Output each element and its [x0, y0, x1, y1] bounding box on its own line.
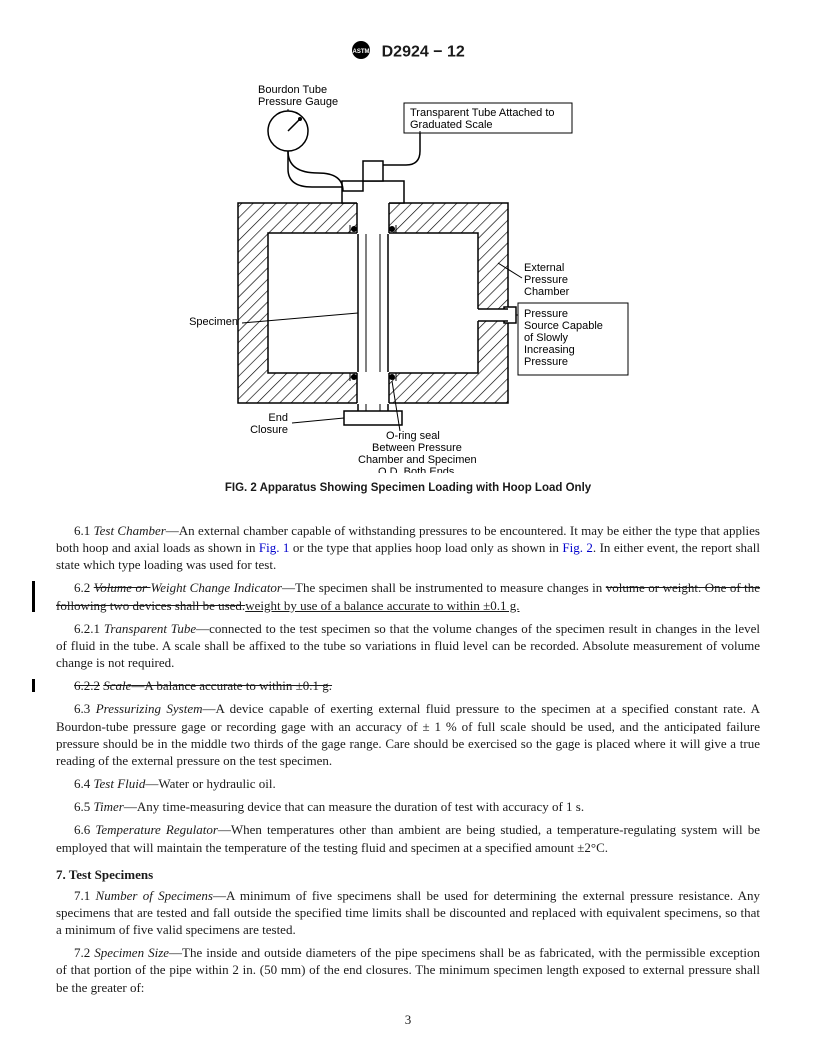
page: ASTM D2924 − 12: [0, 0, 816, 1056]
designation-text: D2924 − 12: [382, 44, 465, 61]
figure-2-svg: Bourdon Tube Pressure Gauge Transparent …: [168, 73, 648, 473]
title-7-1: Number of Specimens: [96, 888, 213, 903]
num-7-2: 7.2: [74, 945, 90, 960]
title-6-5: Timer: [94, 799, 124, 814]
num-7-1: 7.1: [74, 888, 90, 903]
svg-text:Pressure Gauge: Pressure Gauge: [258, 96, 338, 108]
text-6-2-2: —A balance accurate to within ±0.1 g.: [131, 678, 332, 693]
num-6-6: 6.6: [74, 822, 90, 837]
figure-2-caption: FIG. 2 Apparatus Showing Specimen Loadin…: [56, 482, 760, 494]
label-specimen: Specimen: [189, 316, 238, 328]
astm-logo-icon: ASTM: [351, 40, 371, 65]
svg-text:Increasing: Increasing: [524, 344, 575, 356]
under-6-2: weight by use of a balance accurate to w…: [245, 598, 519, 613]
svg-text:Between Pressure: Between Pressure: [372, 442, 462, 454]
title-7-2: Specimen Size: [94, 945, 169, 960]
num-6-5: 6.5: [74, 799, 90, 814]
text-6-2a: —The specimen shall be instrumented to m…: [282, 580, 606, 595]
label-pressure-source: Pressure: [524, 308, 568, 320]
label-ext-chamber: External: [524, 262, 564, 274]
num-6-2-2: 6.2.2: [74, 678, 100, 693]
svg-text:Source Capable: Source Capable: [524, 320, 603, 332]
text-6-4: —Water or hydraulic oil.: [145, 776, 275, 791]
link-fig1[interactable]: Fig. 1: [259, 540, 290, 555]
para-7-2: 7.2 Specimen Size—The inside and outside…: [56, 944, 760, 995]
title-6-2-1: Transparent Tube: [104, 621, 196, 636]
num-6-3: 6.3: [74, 701, 90, 716]
num-6-2-1: 6.2.1: [74, 621, 100, 636]
svg-text:O.D. Both Ends: O.D. Both Ends: [378, 466, 455, 473]
page-number: 3: [0, 1012, 816, 1028]
svg-text:Closure: Closure: [250, 424, 288, 436]
title-6-4: Test Fluid: [94, 776, 146, 791]
para-6-6: 6.6 Temperature Regulator—When temperatu…: [56, 821, 760, 855]
para-6-3: 6.3 Pressurizing System—A device capable…: [56, 700, 760, 769]
strike-6-2a: Volume or: [94, 580, 151, 595]
num-6-2: 6.2: [74, 580, 90, 595]
num-6-4: 6.4: [74, 776, 90, 791]
title-6-2: Weight Change Indicator: [151, 580, 282, 595]
label-transparent-tube: Transparent Tube Attached to: [410, 107, 555, 119]
para-6-2-1: 6.2.1 Transparent Tube—connected to the …: [56, 620, 760, 671]
num-6-1: 6.1: [74, 523, 90, 538]
body-text: 6.1 Test Chamber—An external chamber cap…: [56, 522, 760, 996]
svg-text:Pressure: Pressure: [524, 356, 568, 368]
svg-text:Chamber and Specimen: Chamber and Specimen: [358, 454, 477, 466]
svg-text:of Slowly: of Slowly: [524, 332, 569, 344]
svg-text:Graduated Scale: Graduated Scale: [410, 119, 493, 131]
title-6-2-2: Scale: [103, 678, 131, 693]
page-header: ASTM D2924 − 12: [56, 40, 760, 65]
para-6-2-2: 6.2.2 Scale—A balance accurate to within…: [56, 677, 760, 694]
text-6-1b: or the type that applies hoop load only …: [289, 540, 562, 555]
title-6-3: Pressurizing System: [96, 701, 203, 716]
label-bourdon: Bourdon Tube: [258, 84, 327, 96]
para-7-1: 7.1 Number of Specimens—A minimum of fiv…: [56, 887, 760, 938]
label-end-closure: End: [268, 412, 288, 424]
svg-text:Pressure: Pressure: [524, 274, 568, 286]
para-6-2: 6.2 Volume or Weight Change Indicator—Th…: [56, 579, 760, 613]
title-6-1: Test Chamber: [94, 523, 166, 538]
para-6-5: 6.5 Timer—Any time-measuring device that…: [56, 798, 760, 815]
figure-2: Bourdon Tube Pressure Gauge Transparent …: [56, 73, 760, 494]
section-7-head: 7. Test Specimens: [56, 866, 760, 883]
svg-text:ASTM: ASTM: [353, 49, 370, 55]
para-6-4: 6.4 Test Fluid—Water or hydraulic oil.: [56, 775, 760, 792]
title-6-6: Temperature Regulator: [95, 822, 218, 837]
para-6-1: 6.1 Test Chamber—An external chamber cap…: [56, 522, 760, 573]
link-fig2[interactable]: Fig. 2: [562, 540, 593, 555]
svg-text:Chamber: Chamber: [524, 286, 570, 298]
label-oring: O-ring seal: [386, 430, 440, 442]
text-6-5: —Any time-measuring device that can meas…: [124, 799, 584, 814]
